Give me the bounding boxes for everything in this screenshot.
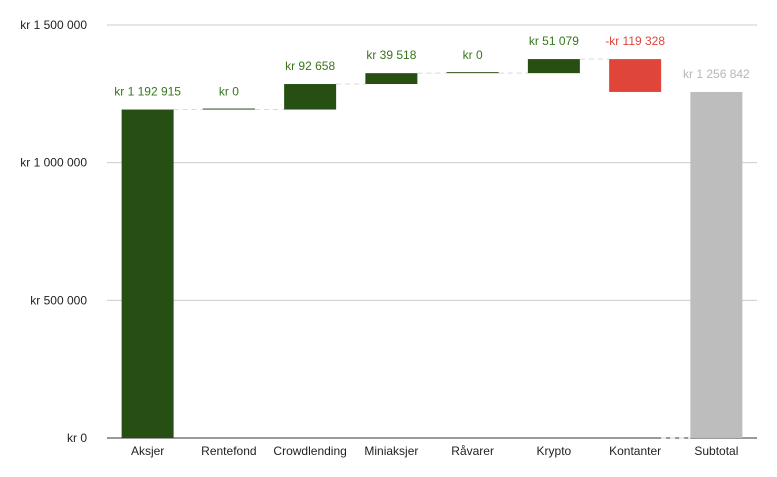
bar-subtotal bbox=[690, 91, 743, 439]
data-label: kr 0 bbox=[463, 48, 483, 62]
y-tick-label: kr 500 000 bbox=[30, 293, 87, 307]
data-label: kr 39 518 bbox=[366, 48, 416, 62]
bar-layer bbox=[121, 59, 743, 439]
data-label: kr 51 079 bbox=[529, 34, 579, 48]
x-tick-label: Miniaksjer bbox=[364, 444, 418, 458]
data-label: kr 92 658 bbox=[285, 59, 335, 73]
y-tick-label: kr 0 bbox=[67, 431, 87, 445]
y-tick-label: kr 1 000 000 bbox=[20, 156, 87, 170]
x-tick-label: Råvarer bbox=[451, 444, 494, 458]
bar-aksjer bbox=[121, 109, 174, 439]
x-tick-label: Aksjer bbox=[131, 444, 164, 458]
x-tick-label: Crowdlending bbox=[273, 444, 346, 458]
data-label: kr 1 256 842 bbox=[683, 67, 750, 81]
bar-kontanter bbox=[609, 59, 662, 92]
x-tick-label: Kontanter bbox=[609, 444, 661, 458]
data-label: kr 0 bbox=[219, 85, 239, 99]
y-tick-label: kr 1 500 000 bbox=[20, 18, 87, 32]
grid-layer bbox=[107, 24, 757, 439]
x-tick-label: Subtotal bbox=[694, 444, 738, 458]
x-tick-label: Rentefond bbox=[201, 444, 256, 458]
data-label: -kr 119 328 bbox=[605, 34, 665, 48]
bar-r-varer bbox=[446, 72, 499, 74]
bar-crowdlending bbox=[284, 84, 337, 110]
x-tick-label: Krypto bbox=[537, 444, 572, 458]
data-label: kr 1 192 915 bbox=[114, 85, 181, 99]
connector-layer bbox=[173, 58, 691, 439]
axis-layer: kr 0 kr 500 000 kr 1 000 000 kr 1 500 000 Ak… bbox=[20, 18, 738, 458]
bar-rentefond bbox=[202, 108, 255, 110]
bar-krypto bbox=[527, 59, 580, 74]
label-layer: kr 1 192 915 kr 0 kr 92 658 kr 39 518 kr 0 kr… bbox=[114, 34, 750, 98]
bar-miniaksjer bbox=[365, 73, 418, 85]
